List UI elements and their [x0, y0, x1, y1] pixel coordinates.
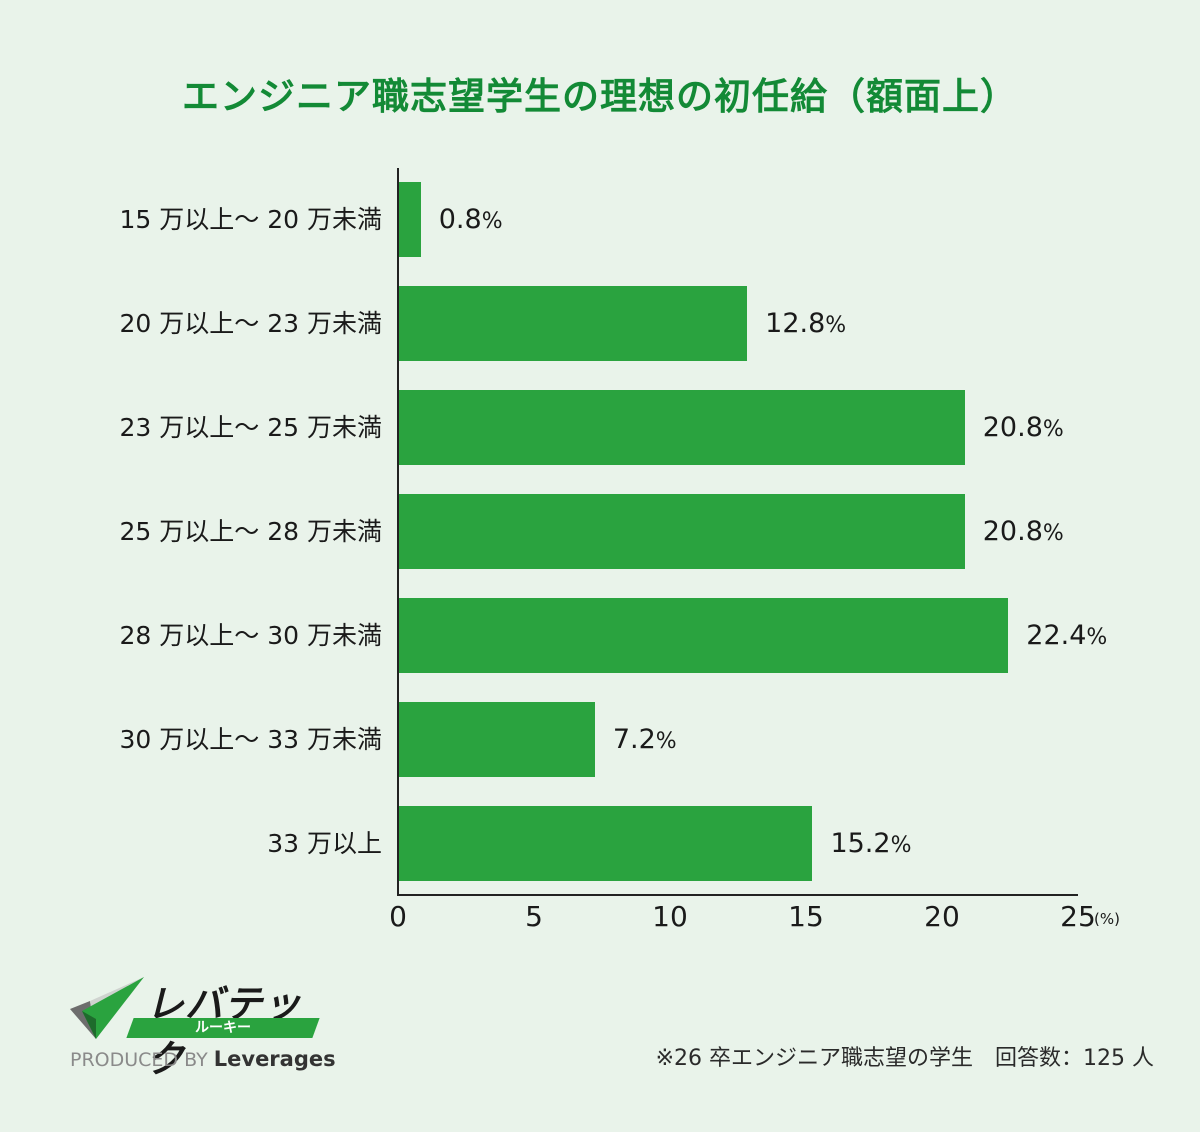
bar-row: 20 万以上～ 23 万未満 12.8% [0, 286, 1200, 361]
category-label: 30 万以上～ 33 万未満 [119, 725, 382, 754]
value-label: 20.8% [982, 412, 1064, 443]
bar [399, 494, 965, 569]
bar-chart: 15 万以上～ 20 万未満 0.8% 20 万以上～ 23 万未満 12.8%… [0, 168, 1200, 933]
value-label: 15.2% [830, 828, 912, 859]
category-label: 25 万以上～ 28 万未満 [119, 517, 382, 546]
value-label: 12.8% [765, 308, 847, 339]
y-axis-line [397, 168, 399, 896]
category-label: 23 万以上～ 25 万未満 [119, 413, 382, 442]
chart-title: エンジニア職志望学生の理想の初任給（額面上） [182, 75, 1018, 118]
bar-row: 30 万以上～ 33 万未満 7.2% [0, 702, 1200, 777]
logo-subbrand: ルーキー [195, 1020, 251, 1036]
category-label: 20 万以上～ 23 万未満 [119, 309, 382, 338]
x-tick-label: 5 [525, 900, 543, 933]
x-tick-label: 0 [389, 900, 407, 933]
bar [399, 286, 748, 361]
bar [399, 806, 813, 881]
value-label: 22.4% [1026, 620, 1108, 651]
x-axis-line [397, 894, 1078, 896]
company-name: Leverages [213, 1047, 336, 1071]
value-label: 20.8% [982, 516, 1064, 547]
bar-row: 25 万以上～ 28 万未満 20.8% [0, 494, 1200, 569]
category-label: 33 万以上 [267, 829, 382, 858]
produced-by: PRODUCED BY Leverages [70, 1047, 336, 1071]
x-tick-label: 15 [788, 900, 824, 933]
bar [399, 182, 421, 257]
bar [399, 390, 965, 465]
bar [399, 598, 1009, 673]
x-tick-label: 25 [1060, 900, 1096, 933]
value-label: 7.2% [612, 724, 677, 755]
logo-subbrand-band: ルーキー [126, 1018, 320, 1038]
bar-row: 28 万以上～ 30 万未満 22.4% [0, 598, 1200, 673]
brand-logo: レバテック ルーキー PRODUCED BY Leverages [68, 975, 336, 1081]
bar-row: 23 万以上～ 25 万未満 20.8% [0, 390, 1200, 465]
checkmark-logo-icon [70, 977, 144, 1039]
footnote: ※26 卒エンジニア職志望の学生 回答数：125 人 [655, 1046, 1154, 1071]
x-tick-label: 10 [652, 900, 688, 933]
value-label: 0.8% [438, 204, 503, 235]
bar-row: 33 万以上 15.2% [0, 806, 1200, 881]
x-axis-unit: (%) [1094, 910, 1120, 928]
category-label: 15 万以上～ 20 万未満 [119, 205, 382, 234]
bar [399, 702, 595, 777]
bar-row: 15 万以上～ 20 万未満 0.8% [0, 182, 1200, 257]
x-tick-label: 20 [924, 900, 960, 933]
category-label: 28 万以上～ 30 万未満 [119, 621, 382, 650]
